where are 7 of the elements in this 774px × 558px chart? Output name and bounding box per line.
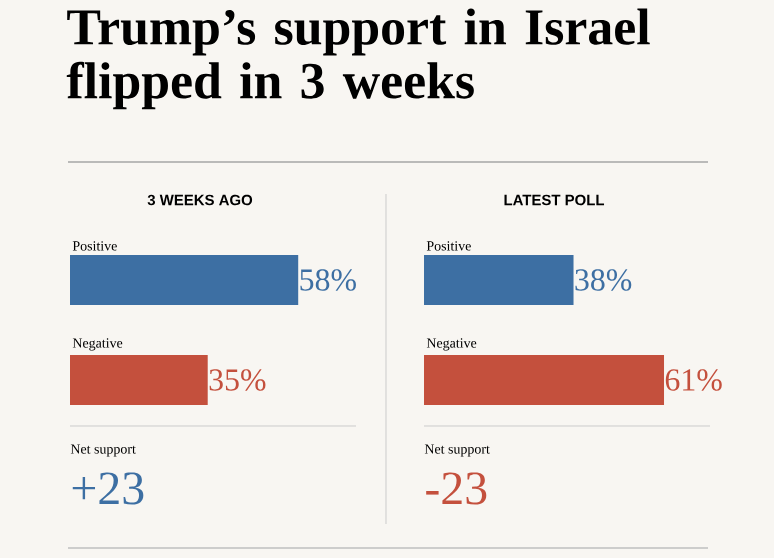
text: +23 xyxy=(72,472,144,505)
text: -23 xyxy=(426,472,487,505)
data-label: 38% xyxy=(575,269,632,291)
data-label: 58% xyxy=(300,269,356,291)
chart-title: Trump’s support in Israel flipped in 3 weeks xyxy=(66,8,650,110)
data-label: 35% xyxy=(209,369,266,391)
data-label: 61% xyxy=(665,369,722,391)
